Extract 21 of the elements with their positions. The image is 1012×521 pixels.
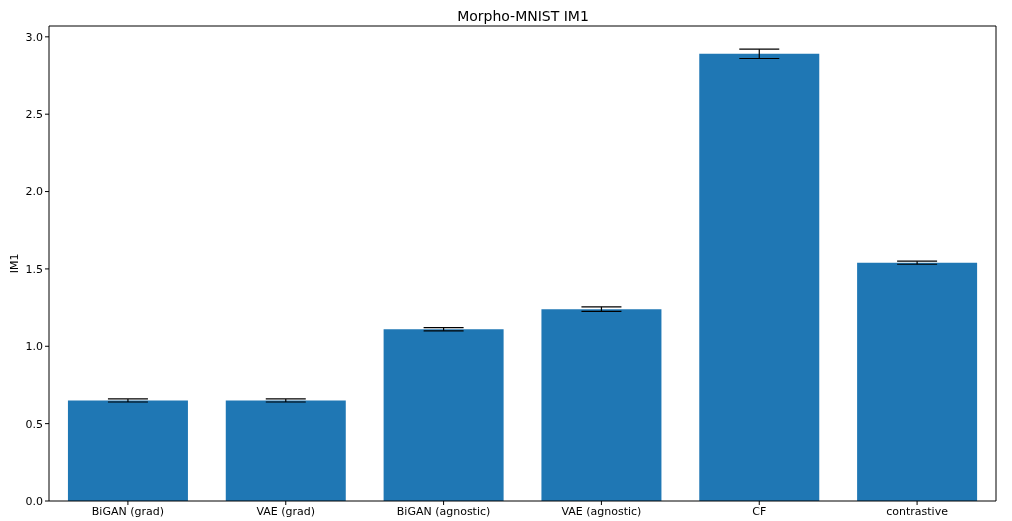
y-tick-label: 2.5 bbox=[25, 108, 43, 122]
chart-title: Morpho-MNIST IM1 bbox=[456, 8, 590, 24]
bar bbox=[857, 262, 978, 501]
x-tick-label: BiGAN (agnostic) bbox=[396, 504, 491, 518]
bar bbox=[383, 329, 504, 501]
x-tick-label: CF bbox=[752, 504, 767, 518]
y-tick-label: 3.0 bbox=[25, 30, 43, 44]
y-axis-title: IM1 bbox=[7, 253, 21, 274]
y-tick-label: 2.0 bbox=[25, 185, 43, 199]
x-tick-label: VAE (agnostic) bbox=[561, 504, 642, 518]
bar bbox=[541, 309, 662, 501]
x-tick-label: contrastive bbox=[886, 504, 949, 518]
bar bbox=[67, 400, 188, 501]
bar bbox=[225, 400, 346, 501]
y-tick-label: 0.5 bbox=[25, 417, 43, 431]
bar bbox=[699, 53, 820, 501]
x-tick-label: VAE (grad) bbox=[256, 504, 316, 518]
y-tick-label: 0.0 bbox=[25, 494, 43, 508]
x-tick-label: BiGAN (grad) bbox=[91, 504, 165, 518]
y-tick-label: 1.0 bbox=[25, 340, 43, 354]
y-tick-label: 1.5 bbox=[25, 262, 43, 276]
